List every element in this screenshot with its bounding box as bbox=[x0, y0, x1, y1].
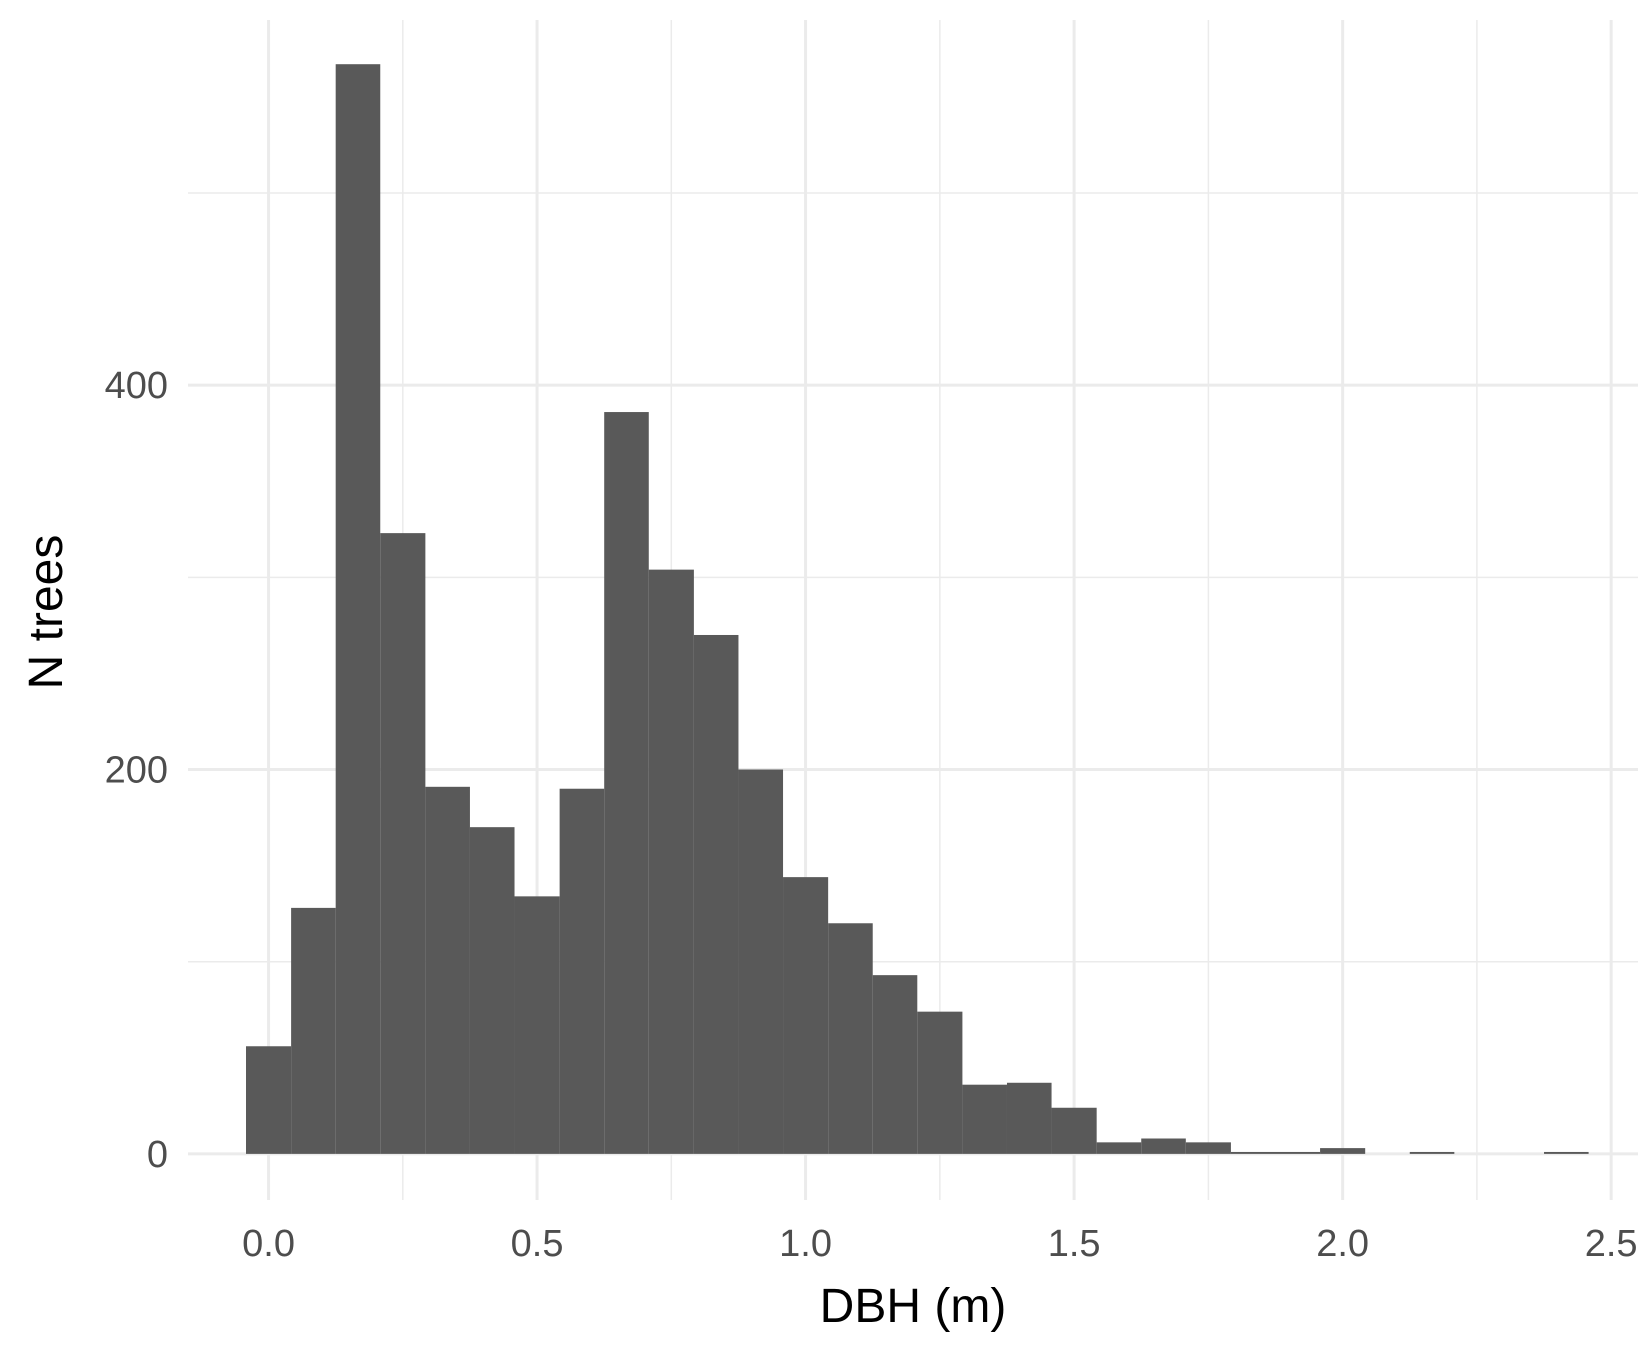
histogram-bar bbox=[469, 827, 515, 1154]
y-tick-label: 200 bbox=[105, 750, 168, 792]
histogram-bar bbox=[783, 877, 829, 1154]
histogram-bar bbox=[1185, 1142, 1231, 1154]
histogram-bar bbox=[291, 907, 336, 1154]
x-tick-label: 2.5 bbox=[1585, 1223, 1638, 1265]
histogram-bar bbox=[738, 769, 784, 1154]
x-tick-label: 1.0 bbox=[779, 1223, 832, 1265]
histogram-bar bbox=[1275, 1151, 1321, 1154]
x-tick-label: 2.0 bbox=[1316, 1223, 1369, 1265]
histogram-bar bbox=[425, 786, 470, 1154]
histogram-bar bbox=[693, 634, 739, 1154]
y-tick-label: 400 bbox=[105, 365, 168, 407]
y-tick-label: 0 bbox=[147, 1134, 168, 1176]
histogram-bar bbox=[604, 412, 649, 1154]
histogram-bar bbox=[828, 923, 873, 1154]
y-axis-tick-labels: 0 200 400 bbox=[105, 365, 168, 1176]
histogram-bar bbox=[559, 788, 605, 1154]
histogram-bar bbox=[648, 569, 694, 1154]
histogram-bar bbox=[1141, 1138, 1186, 1154]
histogram-bar bbox=[380, 533, 426, 1154]
histogram-bar bbox=[962, 1084, 1007, 1154]
x-axis-title: DBH (m) bbox=[820, 1280, 1007, 1333]
histogram-bar bbox=[1096, 1142, 1142, 1154]
histogram-bar bbox=[1409, 1151, 1455, 1154]
histogram-bar bbox=[1230, 1151, 1276, 1154]
histogram-bar bbox=[514, 896, 560, 1154]
histogram-bar bbox=[1051, 1107, 1097, 1154]
histogram-bar bbox=[1320, 1148, 1366, 1154]
histogram-bar bbox=[335, 64, 381, 1154]
x-tick-label: 0.5 bbox=[511, 1223, 564, 1265]
x-axis-tick-labels: 0.0 0.5 1.0 1.5 2.0 2.5 bbox=[242, 1223, 1637, 1265]
histogram-bars bbox=[246, 64, 1589, 1154]
x-tick-label: 0.0 bbox=[242, 1223, 295, 1265]
histogram-bar bbox=[917, 1011, 963, 1154]
x-tick-label: 1.5 bbox=[1048, 1223, 1101, 1265]
histogram-bar bbox=[1544, 1151, 1589, 1154]
y-axis-title: N trees bbox=[20, 535, 73, 690]
histogram-bar bbox=[246, 1046, 292, 1154]
histogram-bar bbox=[1006, 1082, 1052, 1154]
histogram-bar bbox=[872, 975, 918, 1154]
